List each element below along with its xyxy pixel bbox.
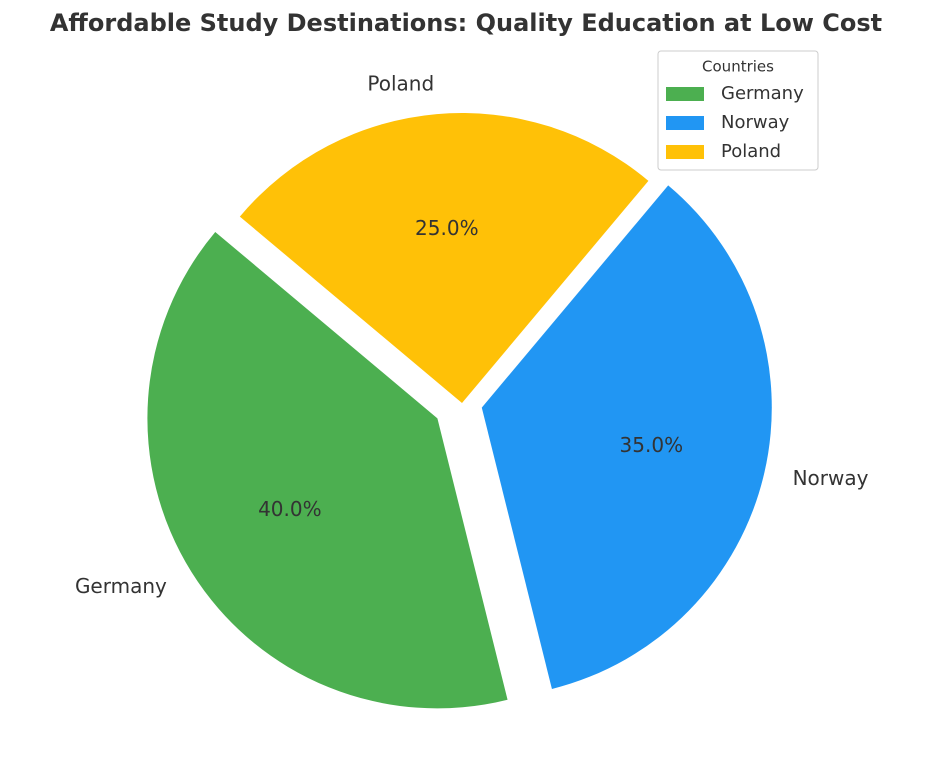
legend-title: Countries [702,58,774,76]
percent-label: 25.0% [415,216,479,240]
legend-label: Norway [721,112,790,133]
slice-label: Norway [793,466,869,490]
legend-swatch [666,145,704,159]
pie-slice [481,185,772,689]
legend-label: Poland [721,141,781,162]
legend-swatch [666,87,704,101]
legend-box [657,50,819,171]
legend-label: Germany [721,83,804,104]
percent-label: 35.0% [620,433,684,457]
pie-slice [147,231,508,709]
legend-swatch [666,116,704,130]
slice-label: Germany [75,574,167,598]
slice-label: Poland [367,72,434,96]
chart-title: Affordable Study Destinations: Quality E… [50,9,882,37]
percent-label: 40.0% [258,497,322,521]
legend: Countries Germany Norway Poland [657,50,819,171]
pie-slice [239,113,649,403]
